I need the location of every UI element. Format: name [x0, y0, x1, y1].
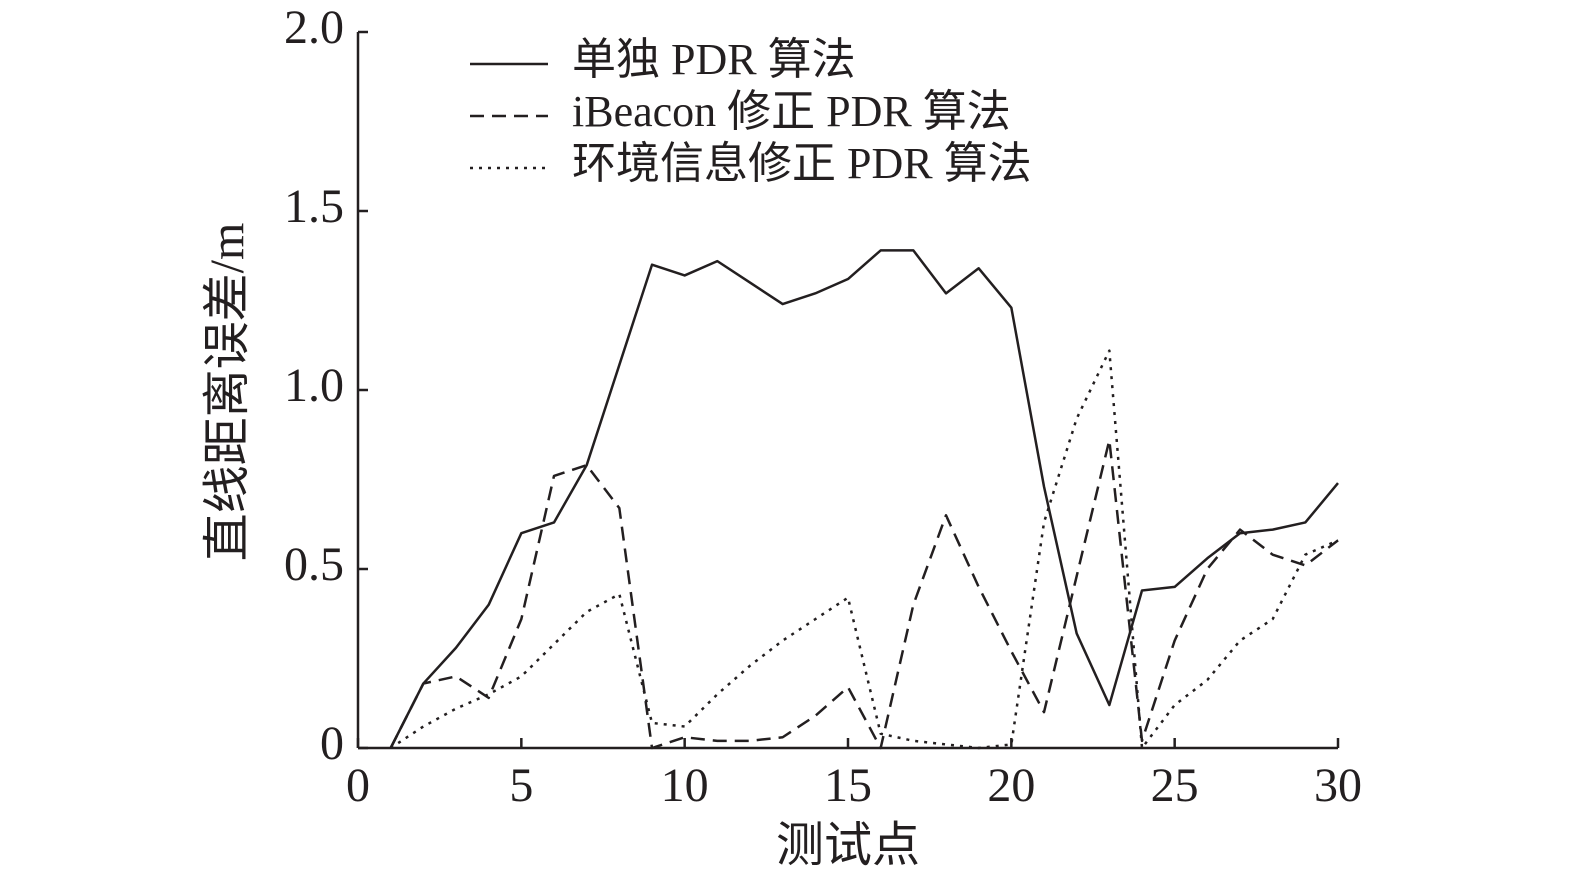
y-tick-label: 0: [320, 717, 344, 770]
legend-label: iBeacon 修正 PDR 算法: [572, 87, 1011, 136]
data-line: [389, 249, 1339, 749]
y-tick-label: 1.5: [284, 180, 344, 233]
y-tick-label: 1.0: [284, 359, 344, 412]
x-tick-label: 0: [346, 759, 370, 812]
y-tick-label: 2.0: [284, 1, 344, 54]
legend-label: 环境信息修正 PDR 算法: [572, 139, 1032, 188]
y-axis-title: 直线距离误差/m: [201, 223, 254, 562]
data-line: [389, 349, 1339, 750]
y-tick-label: 0.5: [284, 538, 344, 591]
x-tick-label: 30: [1314, 759, 1362, 812]
x-tick-label: 25: [1151, 759, 1199, 812]
legend-label: 单独 PDR 算法: [572, 35, 856, 84]
data-line: [389, 438, 1339, 750]
x-axis-title: 测试点: [776, 819, 920, 872]
x-tick-label: 5: [509, 759, 533, 812]
x-tick-label: 20: [987, 759, 1035, 812]
x-tick-label: 15: [824, 759, 872, 812]
x-tick-label: 10: [661, 759, 709, 812]
